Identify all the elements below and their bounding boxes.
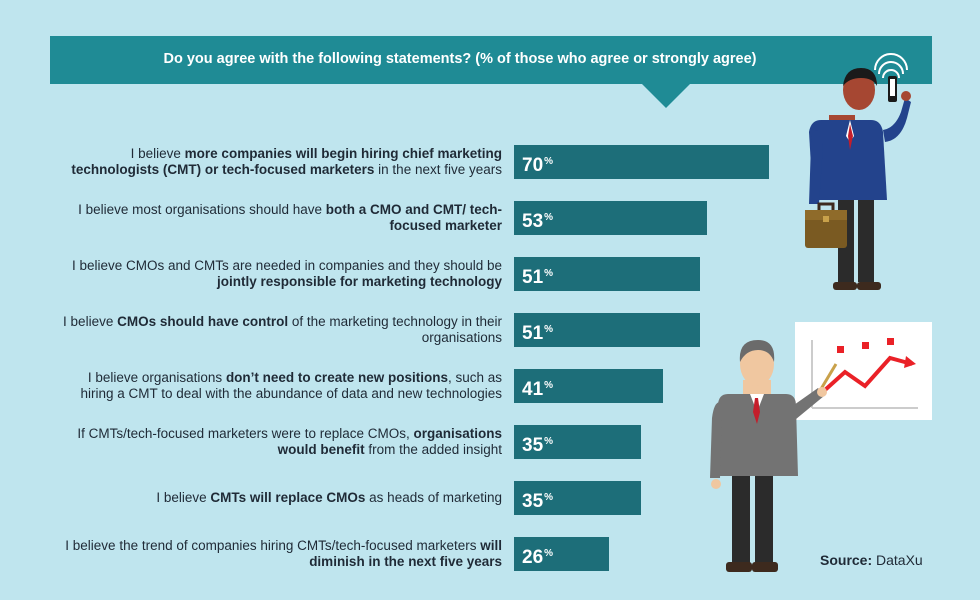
value-unit: % (544, 492, 554, 503)
label-emphasis: more companies will begin hiring chief m… (71, 146, 502, 177)
category-label: I believe more companies will begin hiri… (52, 146, 502, 178)
bar (514, 313, 700, 347)
banner-pointer (642, 84, 690, 108)
bar (514, 145, 769, 179)
businessman-phone-illustration (805, 53, 911, 290)
label-emphasis: organisations would benefit (277, 426, 502, 457)
value-unit: % (544, 436, 554, 447)
source-credit: Source: DataXu (820, 552, 923, 568)
label-text: I believe organisations (87, 370, 226, 385)
label-emphasis: CMOs should have control (117, 314, 289, 329)
value-number: 35 (522, 435, 544, 456)
bar-value-label: 41% (522, 369, 553, 403)
title-banner (50, 36, 932, 84)
source-label: Source: (820, 552, 873, 568)
bar (514, 537, 609, 571)
value-number: 53 (522, 211, 544, 232)
label-emphasis: don’t need to create new positions (225, 370, 448, 385)
category-label: I believe most organisations should have… (52, 202, 502, 234)
label-text: of the marketing technology in their org… (288, 314, 502, 345)
category-label: I believe the trend of companies hiring … (52, 538, 502, 570)
label-text: I believe (130, 146, 185, 161)
value-unit: % (544, 156, 554, 167)
label-text: in the next five years (374, 162, 502, 177)
bar (514, 201, 707, 235)
growth-chart-icon (811, 338, 918, 409)
category-label: I believe CMOs should have control of th… (52, 314, 502, 346)
bar-value-label: 26% (522, 537, 553, 571)
label-text: I believe CMOs and CMTs are needed in co… (72, 258, 502, 273)
value-number: 51 (522, 267, 544, 288)
label-text: If CMTs/tech-focused marketers were to r… (77, 426, 414, 441)
value-unit: % (544, 268, 554, 279)
bar-value-label: 51% (522, 313, 553, 347)
value-number: 26 (522, 547, 544, 568)
category-label: I believe CMTs will replace CMOs as head… (52, 490, 502, 506)
label-text: I believe (156, 490, 211, 505)
value-unit: % (544, 548, 554, 559)
label-text: from the added insight (364, 442, 502, 457)
label-text: I believe (63, 314, 118, 329)
value-number: 41 (522, 379, 544, 400)
category-label: I believe CMOs and CMTs are needed in co… (52, 258, 502, 290)
label-emphasis: CMTs will replace CMOs (210, 490, 366, 505)
label-emphasis: will diminish in the next five years (309, 538, 502, 569)
label-text: , such as hiring a CMT to deal with the … (80, 370, 502, 401)
category-label: If CMTs/tech-focused marketers were to r… (52, 426, 502, 458)
bar-value-label: 70% (522, 145, 553, 179)
label-emphasis: jointly responsible for marketing techno… (216, 274, 502, 289)
value-unit: % (544, 380, 554, 391)
bar-value-label: 35% (522, 425, 553, 459)
value-number: 51 (522, 323, 544, 344)
category-label: I believe organisations don’t need to cr… (52, 370, 502, 402)
value-unit: % (544, 324, 554, 335)
bar-value-label: 53% (522, 201, 553, 235)
phone-signal-icon (874, 53, 908, 79)
value-number: 35 (522, 491, 544, 512)
value-number: 70 (522, 155, 544, 176)
briefcase-icon (805, 202, 847, 248)
label-text: as heads of marketing (365, 490, 502, 505)
whiteboard (795, 322, 932, 420)
label-text: I believe most organisations should have (78, 202, 326, 217)
bar (514, 257, 700, 291)
chart-title: Do you agree with the following statemen… (163, 51, 757, 67)
bar (514, 369, 663, 403)
bar (514, 481, 641, 515)
value-unit: % (544, 212, 554, 223)
label-text: I believe the trend of companies hiring … (65, 538, 481, 553)
bar (514, 425, 641, 459)
source-name: DataXu (876, 552, 923, 568)
bar-value-label: 51% (522, 257, 553, 291)
bar-value-label: 35% (522, 481, 553, 515)
label-emphasis: both a CMO and CMT/ tech-focused markete… (325, 202, 502, 233)
presenter-chart-illustration (710, 322, 932, 572)
